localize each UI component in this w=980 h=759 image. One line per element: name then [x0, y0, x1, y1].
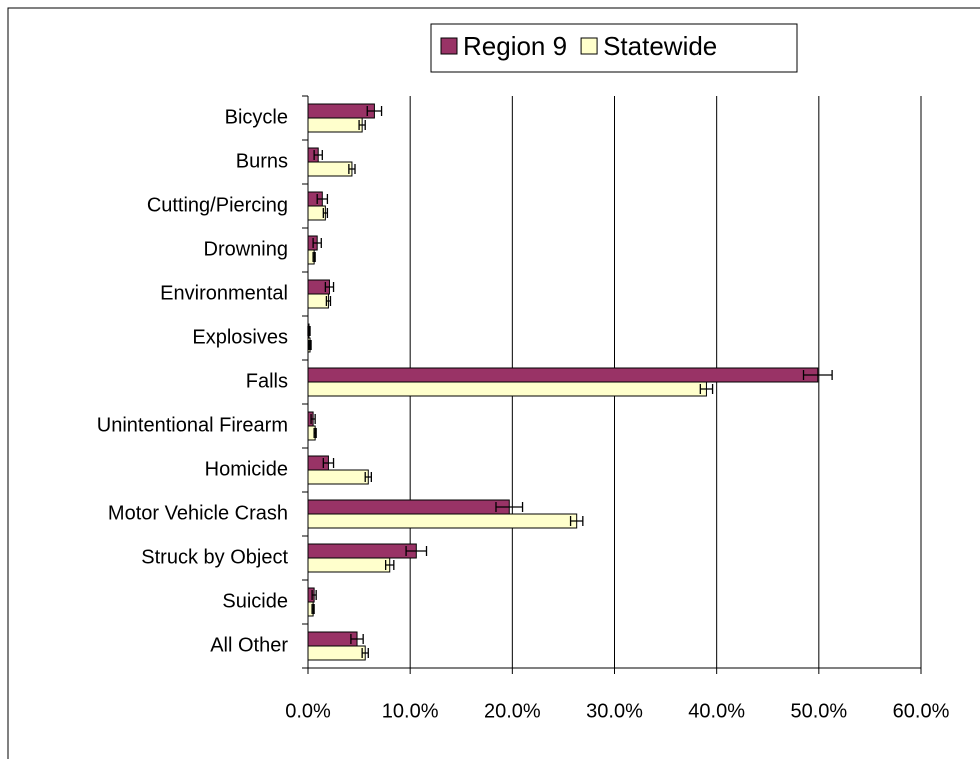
error-bar [308, 340, 312, 350]
legend-box [430, 23, 798, 73]
bar [307, 161, 353, 177]
legend-swatch [440, 37, 458, 55]
y-tick-label: Environmental [160, 282, 288, 304]
x-tick-label: 60.0% [893, 700, 950, 722]
bar [307, 293, 329, 309]
x-tick-label: 40.0% [688, 700, 745, 722]
error-bar [495, 502, 524, 512]
y-tick-label: Motor Vehicle Crash [108, 502, 288, 524]
legend-label: Region 9 [463, 31, 567, 61]
y-tick-label: Explosives [192, 326, 288, 348]
error-bar [313, 428, 317, 438]
bar [307, 381, 707, 397]
bar [307, 631, 358, 647]
error-bar [802, 370, 833, 380]
error-bar [312, 238, 322, 248]
error-bar [364, 472, 372, 482]
x-tick-label: 30.0% [586, 700, 643, 722]
legend-swatch [580, 37, 598, 55]
y-tick-label: Unintentional Firearm [97, 414, 288, 436]
error-bar [311, 590, 317, 600]
error-bar [313, 150, 323, 160]
error-bar [325, 296, 332, 306]
error-bar [384, 560, 395, 570]
error-bar [322, 458, 335, 468]
bar [307, 499, 510, 515]
y-tick-label: Bicycle [225, 106, 288, 128]
bar [307, 103, 375, 119]
y-tick-label: Cutting/Piercing [147, 194, 288, 216]
bar [307, 557, 391, 573]
error-bar [311, 604, 315, 614]
y-tick-label: All Other [210, 634, 288, 656]
x-tick-label: 10.0% [382, 700, 439, 722]
legend-label: Statewide [603, 31, 717, 61]
error-bar [405, 546, 428, 556]
x-tick-label: 50.0% [790, 700, 847, 722]
y-tick-label: Struck by Object [141, 546, 288, 568]
error-bar [358, 120, 366, 130]
bar [307, 367, 819, 383]
error-bar [324, 282, 335, 292]
y-tick-label: Homicide [205, 458, 288, 480]
error-bar [310, 414, 316, 424]
bar [307, 645, 366, 661]
error-bar [569, 516, 584, 526]
bar [307, 513, 578, 529]
y-tick-label: Falls [246, 370, 288, 392]
bar [307, 469, 369, 485]
error-bar [366, 106, 383, 116]
y-tick-label: Suicide [222, 590, 288, 612]
error-bar [312, 252, 316, 262]
bar [307, 117, 363, 133]
error-bar [316, 194, 329, 204]
y-tick-label: Burns [236, 150, 288, 172]
error-bar [361, 648, 369, 658]
error-bar [307, 326, 311, 336]
error-bar [348, 164, 356, 174]
error-bar [322, 208, 329, 218]
error-bar [350, 634, 364, 644]
x-tick-label: 20.0% [484, 700, 541, 722]
error-bar [699, 384, 714, 394]
y-tick-label: Drowning [204, 238, 288, 260]
bar [307, 543, 417, 559]
x-tick-label: 0.0% [285, 700, 331, 722]
